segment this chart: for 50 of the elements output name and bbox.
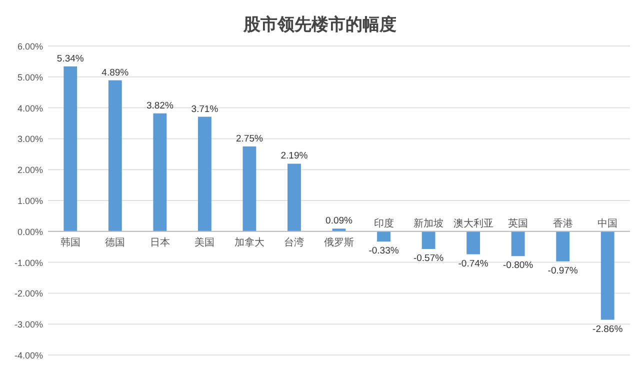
data-label: -0.74%: [458, 258, 489, 270]
x-tick-label: 澳大利亚: [453, 217, 494, 230]
bar: [511, 231, 525, 256]
y-tick-label: -1.00%: [14, 258, 43, 268]
data-label: -0.57%: [413, 253, 444, 264]
y-tick-label: 0.00%: [17, 226, 43, 237]
data-label: 4.89%: [102, 67, 130, 78]
bar: [377, 231, 390, 242]
bar: [556, 231, 570, 262]
bar: [198, 116, 212, 232]
data-label: 3.82%: [146, 100, 174, 112]
bar: [288, 164, 301, 232]
y-tick-label: -2.00%: [14, 288, 43, 299]
x-tick-label: 加拿大: [234, 236, 264, 248]
bar: [153, 113, 167, 232]
x-tick-label: 韩国: [60, 236, 80, 248]
y-tick-label: -3.00%: [14, 320, 43, 330]
x-tick-label: 美国: [194, 236, 215, 248]
x-tick-label: 香港: [552, 217, 573, 230]
x-tick-label: 中国: [598, 217, 618, 230]
x-tick-label: 英国: [508, 217, 528, 230]
x-tick-label: 印度: [374, 217, 394, 230]
chart-title: 股市领先楼市的幅度: [242, 15, 396, 34]
bar: [64, 66, 78, 232]
bar: [422, 231, 436, 250]
bar: [600, 231, 614, 320]
data-label: -2.86%: [592, 324, 624, 335]
y-tick-label: 3.00%: [17, 134, 43, 144]
data-label: 2.19%: [280, 150, 308, 162]
data-label: -0.33%: [368, 246, 400, 257]
bar: [466, 231, 480, 254]
x-tick-label: 俄罗斯: [324, 236, 354, 248]
data-label: 2.75%: [236, 133, 264, 144]
bar: [242, 146, 256, 232]
data-label: 5.34%: [56, 53, 84, 64]
y-tick-label: 6.00%: [17, 42, 43, 52]
y-tick-label: -4.00%: [14, 350, 43, 360]
bar: [108, 80, 122, 232]
x-tick-label: 德国: [105, 237, 126, 248]
x-tick-label: 台湾: [284, 236, 304, 248]
x-tick-label: 日本: [150, 236, 170, 248]
y-tick-label: 4.00%: [17, 103, 43, 114]
data-label: 3.71%: [191, 104, 219, 115]
y-tick-label: 2.00%: [17, 165, 43, 176]
data-label: -0.97%: [548, 265, 578, 276]
data-label: -0.80%: [503, 260, 534, 272]
y-tick-label: 5.00%: [17, 72, 43, 82]
data-label: 0.09%: [326, 216, 354, 227]
x-tick-label: 新加坡: [414, 217, 444, 230]
y-tick-label: 1.00%: [17, 196, 43, 206]
